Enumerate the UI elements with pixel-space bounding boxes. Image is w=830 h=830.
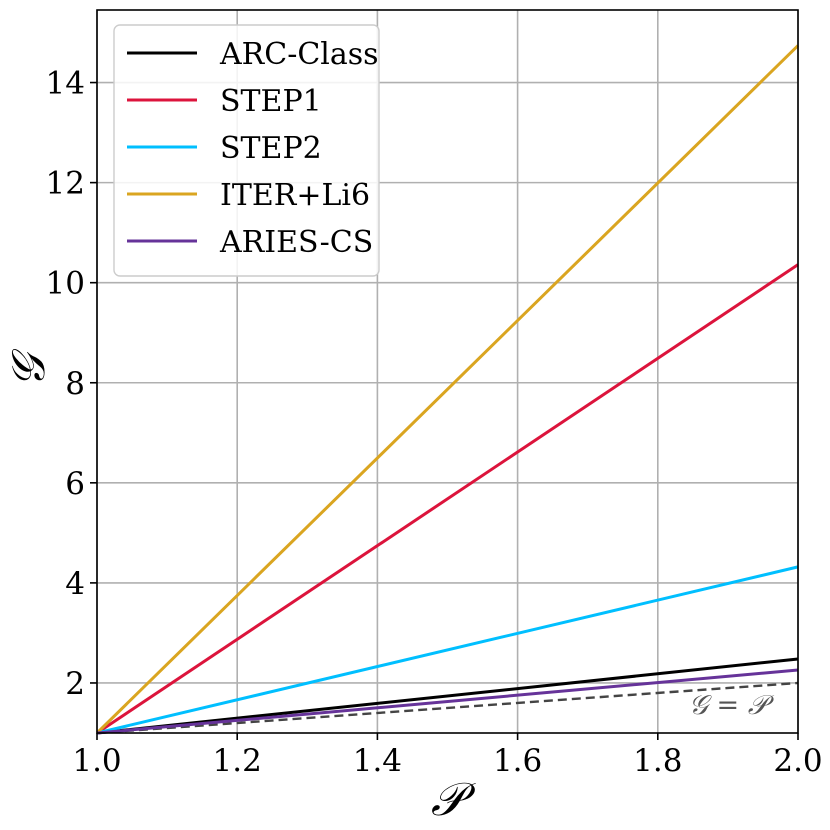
x-axis-label: 𝒫 — [431, 772, 476, 826]
x-tick-label: 1.0 — [72, 743, 121, 779]
series-line-step2 — [96, 565, 799, 735]
series-line-arc-class — [96, 657, 799, 735]
y-tick-label: 14 — [46, 66, 85, 102]
y-axis-ticks: 2 4 6 8 10 12 14 — [46, 66, 97, 702]
y-tick-label: 4 — [65, 566, 85, 602]
legend-label: ITER+Li6 — [220, 178, 370, 213]
y-tick-label: 2 — [65, 666, 85, 702]
reference-line-annotation: 𝒢 = 𝒫 — [689, 690, 775, 721]
x-axis-ticks: 1.0 1.2 1.4 1.6 1.8 2.0 — [72, 733, 823, 779]
legend-label: ARIES-CS — [219, 225, 373, 260]
legend-label: STEP1 — [220, 84, 322, 119]
x-tick-label: 2.0 — [773, 743, 822, 779]
legend: ARC-Class STEP1 STEP2 ITER+Li6 ARIES-CS — [113, 24, 380, 277]
series-line-step1 — [96, 263, 799, 735]
legend-frame — [113, 24, 380, 277]
series-line-iter-li6 — [95, 44, 800, 735]
y-tick-label: 8 — [65, 366, 85, 402]
x-tick-label: 1.8 — [633, 743, 682, 779]
x-tick-label: 1.4 — [353, 743, 402, 779]
x-tick-label: 1.2 — [213, 743, 262, 779]
series-line-aries-cs — [96, 668, 799, 735]
reference-line-group — [96, 681, 799, 735]
y-axis-label: 𝒢 — [1, 348, 55, 388]
legend-label: ARC-Class — [219, 37, 379, 72]
legend-label: STEP2 — [220, 131, 322, 166]
plot-frame — [96, 9, 799, 734]
y-tick-label: 10 — [46, 266, 85, 302]
series-lines — [95, 44, 800, 735]
y-tick-label: 12 — [46, 166, 85, 202]
x-tick-label: 1.6 — [493, 743, 542, 779]
reference-line — [96, 681, 799, 735]
y-tick-label: 6 — [65, 466, 85, 502]
